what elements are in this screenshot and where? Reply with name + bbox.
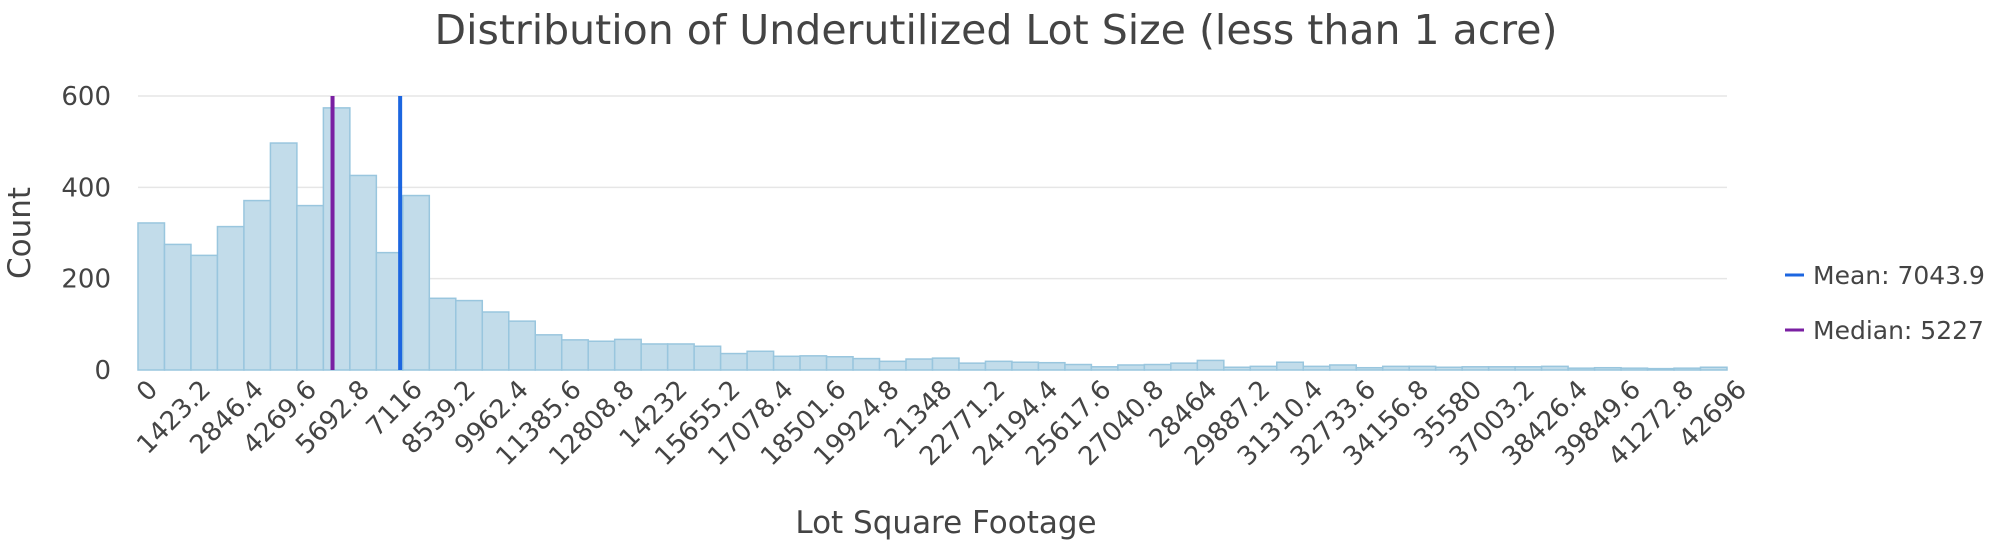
histogram-bar bbox=[1567, 367, 1596, 371]
histogram-bar bbox=[1487, 366, 1516, 371]
histogram-bar bbox=[534, 334, 563, 371]
y-tick-label: 400 bbox=[61, 173, 111, 203]
histogram-bar bbox=[1620, 367, 1649, 371]
histogram-bar bbox=[481, 311, 510, 371]
histogram-bar bbox=[1276, 361, 1305, 371]
histogram-bar bbox=[693, 345, 722, 371]
histogram-bar bbox=[1540, 365, 1569, 371]
histogram-bar bbox=[243, 199, 272, 371]
histogram-bar bbox=[1381, 365, 1410, 371]
histogram-bar bbox=[1223, 366, 1252, 371]
histogram-bar bbox=[1117, 364, 1146, 371]
histogram-bar bbox=[508, 320, 536, 371]
histogram-bar bbox=[163, 243, 192, 371]
x-axis-title: Lot Square Footage bbox=[795, 505, 1096, 541]
reference-lines bbox=[330, 96, 403, 370]
legend: Mean: 7043.9 Median: 5227 bbox=[1785, 261, 1985, 345]
histogram-bar bbox=[719, 352, 748, 371]
histogram-bar bbox=[878, 360, 907, 371]
histogram-bar bbox=[1355, 366, 1384, 371]
histogram-bar bbox=[1037, 361, 1066, 371]
histogram-bar bbox=[825, 356, 854, 371]
histogram-bar bbox=[1064, 363, 1093, 371]
legend-label: Median: 5227 bbox=[1813, 316, 1984, 345]
histogram-bar bbox=[1646, 367, 1675, 371]
histogram-bar bbox=[666, 343, 695, 371]
histogram-bar bbox=[190, 254, 219, 371]
histogram-bar bbox=[1170, 362, 1199, 371]
histogram-bar bbox=[1196, 359, 1225, 371]
histogram-bar bbox=[905, 358, 934, 371]
y-tick-label: 600 bbox=[61, 82, 111, 112]
histogram-bar bbox=[772, 355, 801, 371]
histogram-bar bbox=[1329, 364, 1357, 371]
histogram-bar bbox=[1434, 366, 1463, 371]
histogram-bar bbox=[1408, 365, 1437, 371]
x-axis-ticks: 01423.22846.44269.65692.871168539.29962.… bbox=[131, 375, 1753, 472]
histogram-bar bbox=[984, 360, 1013, 371]
histogram-bar bbox=[455, 299, 484, 371]
histogram-bar bbox=[137, 222, 166, 371]
histogram-bar bbox=[269, 142, 298, 371]
histogram-bar bbox=[931, 357, 960, 371]
histogram-bar bbox=[1249, 365, 1278, 371]
histogram-bar bbox=[1514, 366, 1543, 371]
y-tick-label: 200 bbox=[61, 265, 111, 295]
x-tick-label: 0 bbox=[131, 375, 164, 408]
histogram-bar bbox=[349, 174, 378, 371]
histogram-bar bbox=[1302, 365, 1331, 371]
chart-title: Distribution of Underutilized Lot Size (… bbox=[435, 6, 1558, 54]
histogram-bar bbox=[799, 355, 828, 371]
histogram-bar bbox=[402, 194, 431, 371]
histogram-bar bbox=[428, 297, 457, 371]
legend-label: Mean: 7043.9 bbox=[1813, 261, 1985, 290]
histogram-bar bbox=[216, 225, 245, 371]
histogram-bar bbox=[587, 340, 616, 371]
histogram-bar bbox=[1143, 363, 1172, 371]
histogram-bar bbox=[1011, 361, 1040, 371]
histogram-bar bbox=[1461, 366, 1490, 371]
histogram-bar bbox=[296, 204, 325, 371]
histogram-bar bbox=[560, 339, 589, 371]
y-axis-ticks: 0 200 400 600 bbox=[61, 82, 111, 386]
histogram-bar bbox=[640, 343, 669, 371]
histogram-bar bbox=[958, 362, 987, 371]
histogram-bar bbox=[1090, 366, 1119, 371]
histogram-bars bbox=[137, 107, 1728, 371]
y-axis-title: Count bbox=[2, 187, 38, 279]
y-tick-label: 0 bbox=[94, 356, 111, 386]
histogram-bar bbox=[1673, 367, 1702, 371]
histogram-bar bbox=[852, 357, 881, 371]
histogram-bar bbox=[1593, 366, 1622, 371]
histogram-bar bbox=[1699, 366, 1728, 371]
histogram-bar bbox=[322, 107, 351, 371]
histogram-bar bbox=[746, 350, 775, 371]
histogram-bar bbox=[613, 338, 642, 371]
